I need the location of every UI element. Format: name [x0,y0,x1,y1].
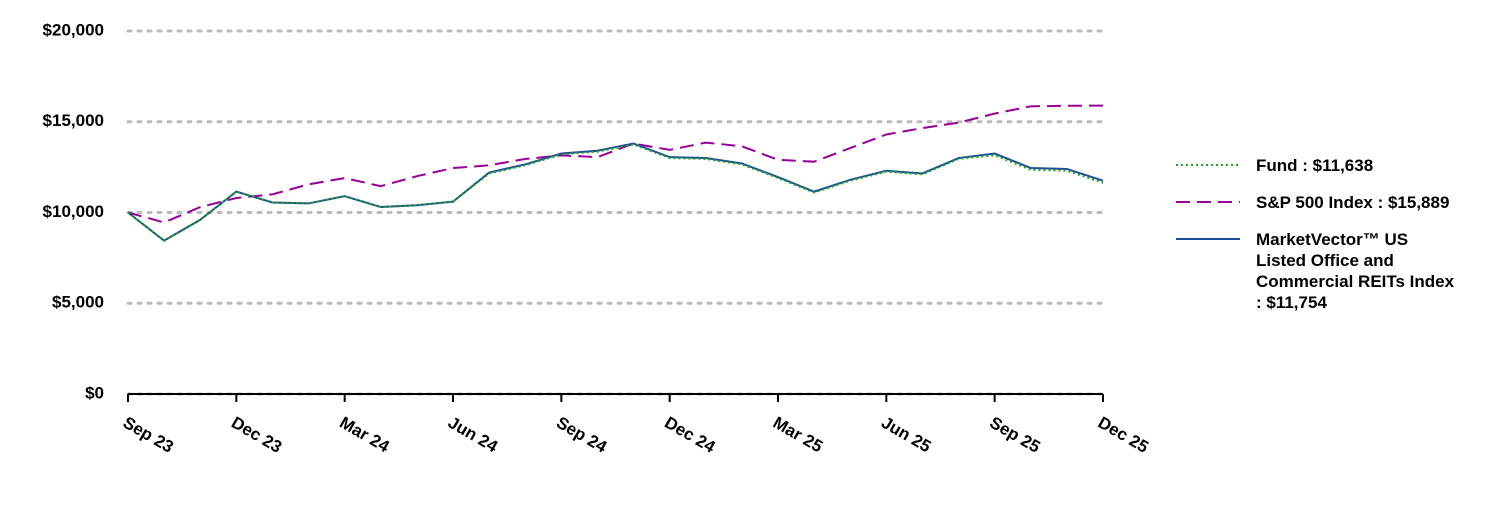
x-tick-label: Jun 24 [445,413,502,457]
chart: $0 $5,000 $10,000 $15,000 $20,000 Sep 23 Dec 2… [43,20,1152,457]
y-tick-label: $20,000 [43,20,104,39]
series-line [127,142,1104,242]
legend-label: Fund : $11,638 [1256,156,1374,175]
y-tick-label: $0 [85,383,104,402]
legend-label: S&P 500 Index : $15,889 [1256,193,1450,212]
series-line [127,104,1104,224]
x-tick-label: Dec 24 [661,413,718,457]
y-tick-label: $10,000 [43,202,104,221]
y-tick-label: $5,000 [52,293,104,312]
series-line [127,143,1104,242]
legend-item: S&P 500 Index : $15,889 [1176,192,1476,213]
legend-item: MarketVector™ US Listed Office and Comme… [1176,229,1476,313]
legend-item: Fund : $11,638 [1176,155,1476,176]
x-tick-label: Mar 25 [770,413,826,456]
legend-swatch [1176,238,1240,240]
legend-swatch [1176,164,1240,166]
x-tick-label: Sep 24 [553,413,610,457]
x-tick-label: Dec 25 [1095,413,1152,457]
x-tick-label: Mar 24 [336,413,393,457]
legend-label: MarketVector™ US Listed Office and Comme… [1256,230,1455,312]
y-tick-label: $15,000 [43,111,104,130]
x-tick-label: Sep 25 [986,413,1043,457]
x-tick-label: Jun 25 [878,413,934,456]
x-tick-label: Sep 23 [120,413,177,457]
legend: Fund : $11,638 S&P 500 Index : $15,889 Mar… [1176,155,1476,329]
x-tick-label: Dec 23 [228,413,285,457]
legend-swatch [1176,201,1240,203]
